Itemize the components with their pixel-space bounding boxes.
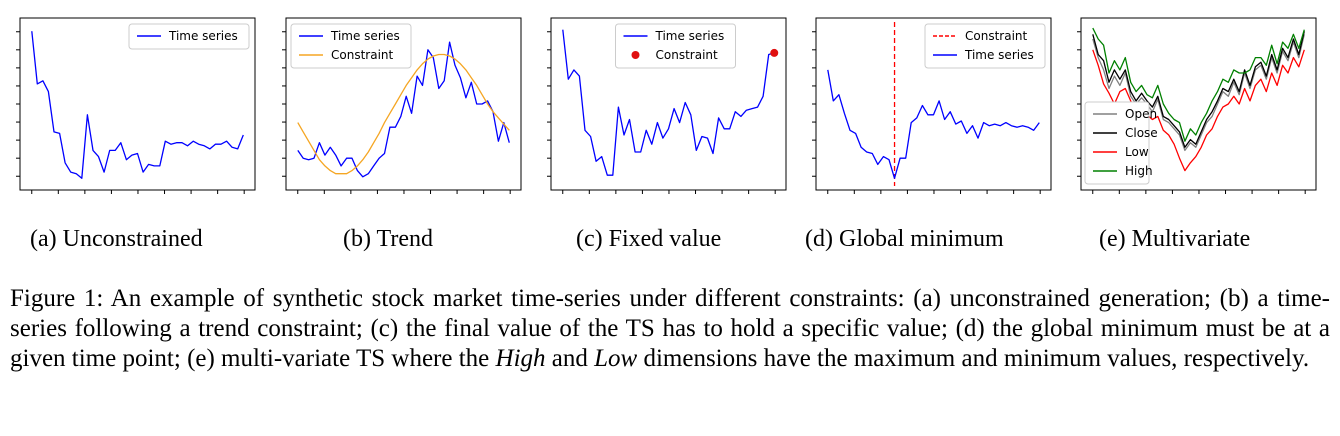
series-close-line: [1092, 31, 1305, 148]
subcaption-a: (a) Unconstrained: [30, 226, 203, 252]
legend-time-series-label: Time series: [168, 29, 238, 43]
series-time-series-line: [562, 29, 775, 176]
legend-box: [1084, 101, 1150, 185]
series-high-line: [1092, 27, 1305, 142]
figure-caption: Figure 1: An example of synthetic stock …: [10, 284, 1330, 374]
legend-constraint-label: Constraint: [331, 48, 394, 62]
series-time-series-line: [31, 31, 244, 179]
series-time-series-line: [827, 69, 1040, 179]
caption-middle: and: [545, 345, 595, 372]
series-constraint-point: [770, 48, 779, 57]
figure-panels: Time series Time series Constraint Time s…: [16, 17, 1317, 252]
legend-constraint-label: Constraint: [965, 29, 1028, 43]
subcaption-c: (c) Fixed value: [576, 226, 722, 252]
caption-high-term: High: [495, 345, 546, 372]
legend-constraint-label: Constraint: [656, 48, 719, 62]
legend-high-label: High: [1125, 164, 1153, 178]
series-time-series-line: [297, 41, 510, 178]
chart-panel-d: Constraint Time series: [812, 17, 1052, 194]
legend-box: [128, 23, 250, 50]
legend-time-series-label: Time series: [655, 29, 725, 43]
chart-panel-e: Open Close Low High: [1077, 17, 1317, 194]
legend-box: [615, 23, 736, 69]
chart-panel-c: Time series Constraint: [547, 17, 787, 194]
legend-time-series-label: Time series: [964, 48, 1034, 62]
caption-prefix: Figure 1: An example of synthetic stock …: [10, 285, 1330, 372]
chart-panel-a: Time series: [16, 17, 256, 194]
caption-low-term: Low: [594, 345, 638, 372]
series-constraint-line: [297, 53, 510, 175]
legend-close-label: Close: [1125, 126, 1158, 140]
subcaption-d: (d) Global minimum: [805, 226, 1004, 252]
legend-open-label: Open: [1125, 107, 1157, 121]
legend-box: [290, 23, 412, 69]
caption-suffix: dimensions have the maximum and minimum …: [637, 345, 1310, 372]
chart-panel-b: Time series Constraint: [282, 17, 522, 194]
legend-box: [924, 23, 1046, 69]
legend-constraint-marker: [631, 51, 640, 59]
subcaption-b: (b) Trend: [343, 226, 434, 252]
series-open-line: [1092, 34, 1305, 152]
subcaption-e: (e) Multivariate: [1099, 226, 1251, 252]
series-low-line: [1092, 49, 1305, 172]
legend-low-label: Low: [1125, 145, 1149, 159]
legend-time-series-label: Time series: [330, 29, 400, 43]
